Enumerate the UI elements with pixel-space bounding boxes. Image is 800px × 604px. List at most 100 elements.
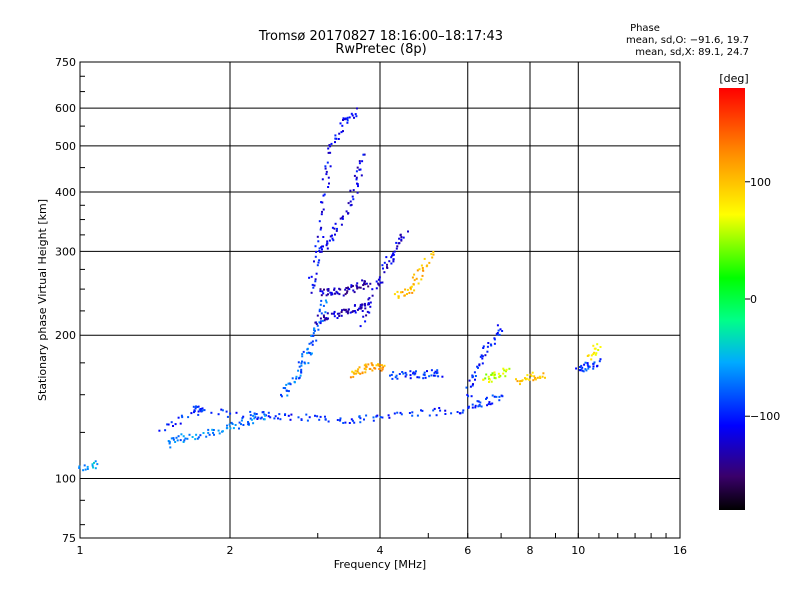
data-point bbox=[362, 287, 365, 290]
data-point bbox=[369, 282, 372, 285]
data-point bbox=[375, 364, 378, 367]
data-point bbox=[359, 421, 362, 424]
data-point bbox=[179, 439, 182, 442]
data-point bbox=[249, 414, 252, 417]
data-point bbox=[339, 122, 342, 125]
data-point bbox=[363, 418, 365, 421]
data-point bbox=[586, 363, 589, 366]
data-point bbox=[371, 369, 374, 372]
data-point bbox=[365, 282, 368, 285]
data-point bbox=[357, 371, 360, 374]
data-point bbox=[336, 312, 339, 315]
colorbar bbox=[719, 88, 745, 510]
data-point bbox=[421, 274, 424, 277]
data-point bbox=[334, 137, 337, 140]
data-point bbox=[315, 272, 318, 275]
data-point bbox=[158, 429, 161, 432]
data-point bbox=[352, 198, 355, 201]
data-point bbox=[367, 298, 370, 301]
data-point bbox=[364, 320, 367, 323]
data-point bbox=[326, 312, 329, 315]
data-point bbox=[382, 366, 385, 369]
data-point bbox=[284, 387, 287, 390]
data-point bbox=[347, 202, 350, 205]
data-point bbox=[494, 377, 497, 380]
data-point bbox=[278, 413, 281, 416]
data-point bbox=[322, 245, 324, 248]
data-point bbox=[381, 364, 383, 367]
data-point bbox=[345, 287, 348, 289]
data-point bbox=[91, 463, 94, 466]
data-point bbox=[364, 280, 366, 283]
data-point bbox=[368, 297, 371, 300]
data-point bbox=[286, 394, 289, 397]
data-point bbox=[345, 291, 348, 294]
data-point bbox=[400, 238, 403, 241]
data-point bbox=[362, 153, 365, 156]
data-point bbox=[353, 372, 356, 375]
data-point bbox=[277, 417, 279, 420]
data-point bbox=[336, 227, 338, 230]
data-point bbox=[327, 289, 330, 292]
data-point bbox=[482, 347, 485, 349]
colorbar-tick-label: 100 bbox=[750, 176, 771, 189]
data-point bbox=[310, 335, 313, 337]
data-point bbox=[361, 279, 364, 282]
data-point bbox=[365, 365, 368, 368]
x-tick-label: 8 bbox=[527, 544, 534, 557]
data-point bbox=[579, 366, 581, 368]
data-point bbox=[196, 437, 199, 440]
data-point bbox=[78, 465, 81, 468]
data-point bbox=[362, 315, 365, 318]
data-point bbox=[329, 235, 332, 238]
data-point bbox=[371, 288, 374, 291]
data-point bbox=[207, 428, 210, 431]
data-point bbox=[409, 374, 412, 377]
data-point bbox=[348, 422, 351, 424]
data-point bbox=[582, 370, 585, 373]
data-point bbox=[334, 141, 336, 144]
data-point bbox=[402, 372, 405, 375]
data-point bbox=[323, 319, 326, 322]
data-point bbox=[297, 361, 300, 364]
data-point bbox=[423, 257, 426, 260]
data-point bbox=[355, 372, 357, 375]
data-point bbox=[375, 287, 378, 290]
data-point bbox=[387, 414, 390, 417]
data-point bbox=[301, 360, 303, 363]
data-point bbox=[342, 130, 344, 133]
data-point bbox=[263, 413, 266, 416]
data-point bbox=[487, 375, 490, 378]
data-point bbox=[444, 409, 447, 412]
data-point bbox=[477, 400, 480, 403]
data-point bbox=[348, 288, 351, 291]
data-point bbox=[310, 275, 313, 278]
data-point bbox=[487, 342, 490, 344]
y-axis-label: Stationary phase Virtual Height [km] bbox=[36, 199, 49, 401]
data-point bbox=[235, 411, 238, 414]
data-point bbox=[430, 369, 433, 372]
data-point bbox=[78, 467, 81, 469]
data-point bbox=[389, 374, 391, 377]
data-point bbox=[358, 168, 361, 171]
chart-subtitle: RwPretec (8p) bbox=[335, 42, 426, 57]
data-point bbox=[495, 395, 498, 398]
data-point bbox=[300, 368, 303, 371]
data-point bbox=[418, 268, 421, 271]
data-point bbox=[351, 370, 354, 373]
data-point bbox=[220, 408, 223, 411]
colorbar-tick-label: 0 bbox=[750, 293, 757, 306]
data-point bbox=[432, 253, 435, 256]
data-point bbox=[226, 424, 228, 427]
data-point bbox=[180, 414, 183, 417]
data-point bbox=[309, 352, 312, 354]
data-point bbox=[388, 416, 391, 419]
data-point bbox=[433, 407, 436, 410]
data-point bbox=[409, 377, 412, 380]
data-point bbox=[392, 258, 395, 261]
data-point bbox=[434, 374, 437, 377]
data-point bbox=[596, 343, 599, 346]
data-point bbox=[302, 350, 305, 353]
data-point bbox=[359, 372, 362, 375]
data-point bbox=[314, 280, 317, 283]
